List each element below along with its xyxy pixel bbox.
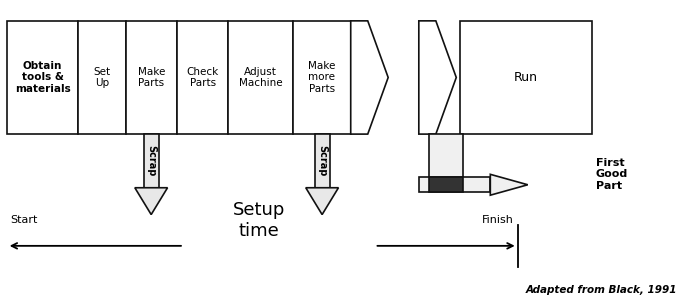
Bar [429, 177, 463, 192]
Bar [177, 21, 228, 134]
Bar [228, 21, 293, 134]
Polygon shape [135, 188, 168, 215]
Text: Run: Run [514, 71, 538, 84]
Text: Setup
time: Setup time [233, 201, 285, 240]
Bar [460, 21, 592, 134]
Text: First
Good
Part: First Good Part [596, 158, 628, 191]
Polygon shape [419, 21, 456, 134]
Text: Scrap: Scrap [317, 145, 327, 177]
Text: Make
Parts: Make Parts [138, 67, 165, 88]
Bar [7, 21, 78, 134]
Text: Check
Parts: Check Parts [187, 67, 219, 88]
Bar [429, 134, 463, 185]
Text: Scrap: Scrap [146, 145, 156, 177]
Polygon shape [490, 174, 528, 195]
Bar [144, 134, 159, 188]
Polygon shape [306, 188, 338, 215]
Text: Adjust
Machine: Adjust Machine [238, 67, 283, 88]
Text: Make
more
Parts: Make more Parts [308, 61, 336, 94]
Text: Finish: Finish [482, 215, 514, 225]
Text: Adapted from Black, 1991: Adapted from Black, 1991 [526, 285, 678, 295]
Bar [293, 21, 351, 134]
Bar [315, 134, 330, 188]
Text: Set
Up: Set Up [93, 67, 111, 88]
Bar [126, 21, 177, 134]
Bar [78, 21, 126, 134]
Polygon shape [351, 21, 388, 134]
Bar [419, 177, 490, 192]
Text: Start: Start [10, 215, 37, 225]
Text: Obtain
tools &
materials: Obtain tools & materials [15, 61, 70, 94]
